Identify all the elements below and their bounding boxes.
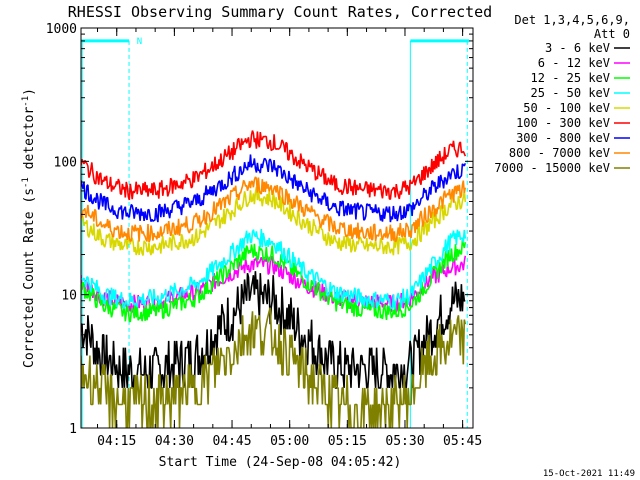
axis-layer: 1 10 100 1000 04:15 04:30 04:45 05:00 05:15 05:30…	[46, 22, 483, 449]
x-tick-label-5: 05:30	[385, 434, 424, 449]
series-line-6	[81, 154, 467, 223]
y-axis-label-mid: detector	[22, 107, 37, 178]
x-tick-label-3: 05:00	[270, 434, 309, 449]
legend-entry-label-1: 6 - 12 keV	[538, 56, 610, 70]
x-tick-label-2: 04:45	[212, 434, 251, 449]
chart-title: RHESSI Observing Summary Count Rates, Co…	[68, 3, 492, 21]
legend-entry-label-3: 25 - 50 keV	[531, 86, 610, 100]
x-tick-label-4: 05:15	[328, 434, 367, 449]
series-line-2	[81, 239, 467, 323]
y-axis-label-exp1: -1	[21, 177, 31, 188]
y-tick-label-2: 100	[54, 155, 77, 170]
series-line-8	[81, 307, 467, 428]
y-tick-label-3: 1000	[46, 22, 77, 37]
legend-entry-label-6: 300 - 800 keV	[516, 131, 610, 145]
y-tick-label-1: 10	[61, 289, 77, 304]
y-axis-label: Corrected Count Rate (s-1 detector-1)	[21, 88, 37, 368]
y-tick-label-0: 1	[69, 422, 77, 437]
legend-entry-label-8: 7000 - 15000 keV	[494, 161, 610, 175]
x-tick-label-0: 04:15	[97, 434, 136, 449]
x-tick-label-1: 04:30	[155, 434, 194, 449]
y-axis-label-main: Corrected Count Rate (s	[22, 188, 37, 368]
series-line-7	[81, 176, 467, 243]
series-layer	[81, 130, 467, 428]
y-axis-label-end: )	[22, 88, 37, 96]
annotation-text-6: N	[137, 37, 142, 47]
series-line-5	[81, 130, 467, 201]
legend-entry-label-2: 12 - 25 keV	[531, 71, 610, 85]
legend-entry-label-5: 100 - 300 keV	[516, 116, 610, 130]
series-line-0	[81, 271, 466, 389]
legend-entry-label-4: 50 - 100 keV	[523, 101, 610, 115]
footer-timestamp: 15-Oct-2021 11:49	[543, 469, 635, 479]
legend-header-line1: Det 1,3,4,5,6,9,	[514, 13, 630, 27]
plot-frame	[80, 27, 474, 429]
y-axis-label-exp2: -1	[21, 96, 31, 107]
series-line-3	[81, 229, 467, 310]
x-axis-label: Start Time (24-Sep-08 04:05:42)	[159, 455, 402, 470]
legend-entry-label-0: 3 - 6 keV	[545, 41, 610, 55]
legend-entry-label-7: 800 - 7000 keV	[509, 146, 610, 160]
annotation-layer: N	[81, 37, 470, 428]
x-tick-label-6: 05:45	[443, 434, 482, 449]
legend-header-line2: Att 0	[594, 27, 630, 41]
